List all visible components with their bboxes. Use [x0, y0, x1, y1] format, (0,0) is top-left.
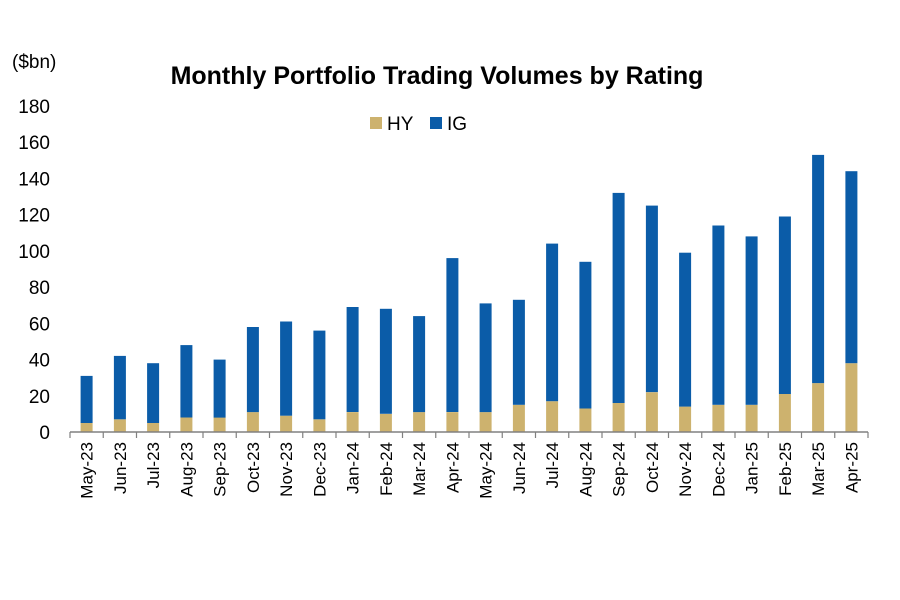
bar-segment-hy	[80, 422, 93, 432]
bar-segment-hy	[645, 392, 658, 432]
y-axis: 0 20 40 60 80 100 120 140 160 180	[18, 97, 50, 444]
bars	[80, 154, 858, 432]
bar-segment-hy	[479, 412, 492, 432]
x-tick-label: Jun-24	[510, 442, 529, 494]
x-tick-label: Nov-23	[277, 442, 296, 497]
y-tick-label: 100	[18, 242, 50, 263]
x-tick-label: Apr-25	[842, 442, 861, 493]
bar-segment-ig	[579, 261, 592, 409]
x-tick-label: Sep-24	[610, 442, 629, 497]
legend-swatch-hy	[370, 117, 382, 129]
x-tick-label: Jul-23	[144, 442, 163, 488]
bar-segment-ig	[413, 316, 426, 413]
x-tick-label: Oct-24	[643, 442, 662, 493]
x-tick-label: Dec-23	[310, 442, 329, 497]
x-tick-label: Jan-25	[743, 442, 762, 494]
x-tick-label: Oct-23	[244, 442, 263, 493]
y-tick-label: 80	[29, 278, 50, 299]
bar-segment-hy	[379, 413, 392, 432]
bar-segment-ig	[778, 216, 791, 394]
legend-label-hy: HY	[387, 114, 414, 135]
bar-segment-ig	[180, 345, 193, 418]
bar-segment-ig	[512, 299, 525, 405]
x-tick-label: Jun-23	[111, 442, 130, 494]
bar-segment-hy	[413, 412, 426, 432]
bar-segment-hy	[845, 363, 858, 432]
x-tick-label: Mar-24	[410, 442, 429, 496]
x-tick-label: Feb-24	[377, 442, 396, 496]
bar-segment-ig	[80, 375, 93, 423]
x-tick-label: Mar-25	[809, 442, 828, 496]
bar-segment-ig	[645, 205, 658, 393]
bar-segment-hy	[612, 403, 625, 432]
x-tick-label: Apr-24	[443, 442, 462, 493]
bar-segment-hy	[446, 412, 459, 432]
bar-segment-ig	[346, 307, 359, 412]
x-tick-label: Aug-24	[576, 442, 595, 497]
x-tick-label: May-23	[78, 442, 97, 499]
legend-swatch-ig	[430, 117, 442, 129]
y-tick-label: 160	[18, 133, 50, 154]
bar-segment-hy	[812, 383, 825, 432]
legend: HY IG	[370, 114, 467, 135]
bar-segment-hy	[180, 417, 193, 432]
bar-segment-ig	[845, 171, 858, 364]
bar-segment-ig	[679, 252, 692, 407]
bar-segment-hy	[147, 422, 160, 432]
x-tick-label: Feb-25	[776, 442, 795, 496]
bar-segment-ig	[147, 363, 160, 423]
y-tick-label: 140	[18, 169, 50, 190]
bar-segment-hy	[246, 412, 259, 432]
x-axis: May-23 Jun-23 Jul-23 Aug-23 Sep-23 Oct-23 Nov-…	[69, 431, 869, 499]
bar-segment-ig	[379, 308, 392, 414]
legend-label-ig: IG	[447, 114, 467, 135]
bar-segment-ig	[479, 303, 492, 413]
bar-segment-hy	[579, 408, 592, 432]
bar-segment-ig	[313, 330, 326, 420]
y-tick-label: 40	[29, 351, 50, 372]
bar-segment-ig	[745, 236, 758, 405]
y-tick-label: 20	[29, 387, 50, 408]
y-axis-unit-label: ($bn)	[12, 52, 56, 73]
bar-segment-hy	[280, 415, 293, 432]
bar-segment-hy	[745, 404, 758, 432]
x-tick-label: Aug-23	[177, 442, 196, 497]
bar-segment-ig	[280, 321, 293, 416]
bar-segment-hy	[113, 419, 126, 432]
bar-segment-ig	[113, 355, 126, 420]
x-tick-label: Dec-24	[709, 442, 728, 497]
bar-segment-ig	[712, 225, 725, 405]
bar-segment-ig	[812, 154, 825, 384]
y-tick-label: 120	[18, 206, 50, 227]
x-tick-label: Sep-23	[211, 442, 230, 497]
bar-segment-ig	[446, 258, 459, 412]
x-tick-label: May-24	[477, 442, 496, 499]
x-tick-label: Nov-24	[676, 442, 695, 497]
bar-segment-hy	[778, 394, 791, 432]
bar-segment-hy	[679, 406, 692, 432]
bar-segment-hy	[546, 401, 559, 432]
chart-title: Monthly Portfolio Trading Volumes by Rat…	[171, 62, 704, 90]
x-tick-label: Jul-24	[543, 442, 562, 488]
bar-segment-ig	[213, 359, 226, 418]
bar-segment-hy	[213, 417, 226, 432]
bar-segment-ig	[612, 192, 625, 403]
y-tick-label: 0	[39, 423, 50, 444]
bar-segment-hy	[313, 419, 326, 432]
bar-segment-ig	[546, 243, 559, 402]
bar-segment-ig	[246, 327, 259, 413]
bar-segment-hy	[346, 412, 359, 432]
bar-segment-hy	[712, 404, 725, 432]
x-tick-label: Jan-24	[344, 442, 363, 494]
bar-segment-hy	[512, 404, 525, 432]
y-tick-label: 60	[29, 314, 50, 335]
y-tick-label: 180	[18, 97, 50, 118]
